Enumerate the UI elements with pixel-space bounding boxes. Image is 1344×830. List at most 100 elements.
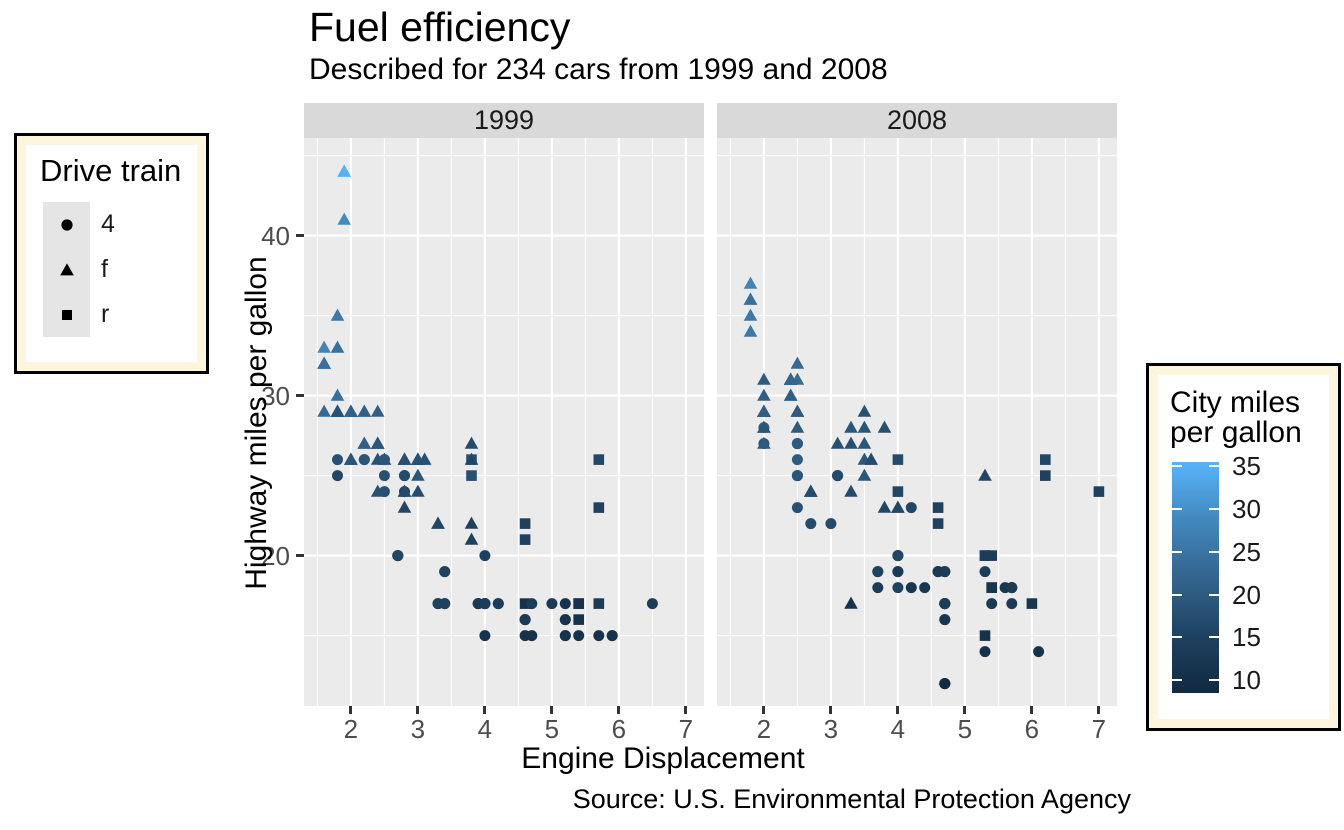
scatter-layer-1999 [304, 138, 704, 706]
data-point-triangle [317, 340, 331, 353]
data-point-square [979, 550, 991, 561]
data-point-triangle [877, 420, 892, 433]
data-point-circle [825, 518, 837, 530]
data-point-circle [872, 566, 884, 578]
x-axis-tick [349, 706, 353, 714]
data-point-circle [832, 470, 844, 482]
data-point-circle [979, 646, 991, 658]
y-axis-tick [296, 554, 304, 558]
data-point-square [932, 518, 944, 529]
data-point-square [932, 502, 944, 513]
data-point-circle [439, 566, 451, 578]
data-point-square [593, 454, 605, 465]
y-axis-title: Highway miles per gallon [240, 256, 273, 590]
colorbar-tick [1209, 508, 1219, 511]
data-point-triangle [337, 212, 352, 225]
legend-item-label: f [101, 255, 108, 283]
data-point-triangle [757, 436, 771, 449]
x-axis-tick-label: 5 [957, 714, 973, 744]
colorbar-tick [1209, 593, 1219, 596]
data-point-circle [439, 598, 451, 610]
data-point-triangle [411, 452, 425, 465]
data-point-circle [399, 470, 411, 482]
x-axis-tick [416, 706, 420, 714]
colorbar-tick [1172, 465, 1182, 468]
data-point-triangle [464, 436, 479, 449]
data-point-square [519, 518, 531, 529]
data-point-triangle [757, 388, 771, 401]
x-axis-tick [550, 706, 554, 714]
data-point-triangle [370, 436, 385, 449]
city-mpg-legend-title: City miles per gallon [1170, 388, 1302, 448]
data-point-triangle [891, 500, 905, 513]
data-point-triangle [411, 484, 425, 497]
colorbar-tick [1209, 550, 1219, 553]
data-point-circle [791, 470, 803, 482]
data-point-circle [646, 598, 658, 610]
data-point-triangle [844, 596, 858, 609]
data-point-circle [332, 454, 344, 466]
data-point-circle [939, 614, 951, 626]
data-point-circle [892, 582, 904, 594]
facet-strip-label: 2008 [886, 105, 948, 135]
data-point-triangle [330, 340, 345, 353]
data-point-circle [791, 438, 803, 450]
legend-item-label: r [101, 300, 110, 328]
data-point-circle [332, 470, 344, 482]
data-point-triangle [344, 452, 358, 465]
x-axis-tick [829, 706, 833, 714]
triangle-icon [43, 247, 90, 292]
plot-panel-1999 [304, 138, 704, 706]
x-axis-tick-label: 7 [678, 714, 694, 744]
data-point-triangle [337, 164, 352, 177]
data-point-circle [986, 598, 998, 610]
data-point-circle [932, 566, 944, 578]
data-point-triangle [370, 404, 385, 417]
x-axis-tick [684, 706, 688, 714]
data-point-circle [939, 598, 951, 610]
data-point-circle [1033, 646, 1045, 658]
data-point-triangle [743, 308, 758, 321]
data-point-triangle [411, 468, 425, 481]
data-point-triangle [357, 436, 372, 449]
data-point-circle [791, 454, 803, 466]
data-point-square [1040, 470, 1051, 481]
data-point-triangle [790, 356, 805, 369]
data-point-triangle [978, 468, 992, 481]
data-point-triangle [857, 436, 872, 449]
data-point-triangle [317, 356, 331, 369]
data-point-triangle [330, 308, 345, 321]
circle-icon [43, 202, 90, 247]
data-point-circle [892, 566, 904, 578]
city-mpg-legend-title-line1: City miles [1170, 386, 1301, 419]
facet-strip-2008: 2008 [717, 103, 1117, 138]
x-axis-tick [762, 706, 766, 714]
data-point-square [1040, 454, 1051, 465]
colorbar-tick [1209, 679, 1219, 682]
data-point-triangle [844, 420, 858, 433]
data-point-circle [593, 630, 605, 642]
data-point-circle [559, 598, 571, 610]
plot-caption: Source: U.S. Environmental Protection Ag… [572, 784, 1131, 814]
colorbar-tick [1209, 636, 1219, 639]
x-axis-tick-label: 4 [477, 714, 493, 744]
color-gradient-bar [1172, 462, 1219, 693]
data-point-circle [791, 502, 803, 514]
data-point-triangle [783, 388, 798, 401]
data-point-triangle [743, 292, 758, 305]
data-point-square [1026, 598, 1038, 609]
data-point-triangle [790, 404, 805, 417]
y-axis-tick-label: 30 [261, 380, 290, 411]
x-axis-title: Engine Displacement [521, 742, 805, 775]
colorbar-tick-label: 25 [1232, 536, 1261, 567]
scatter-layer-2008 [717, 138, 1117, 706]
data-point-circle [479, 550, 491, 562]
y-axis-tick [296, 394, 304, 398]
data-point-triangle [464, 516, 479, 529]
data-point-circle [559, 630, 571, 642]
x-axis-tick [617, 706, 621, 714]
colorbar-tick [1172, 550, 1182, 553]
colorbar-tick [1172, 593, 1182, 596]
x-axis-tick-label: 6 [611, 714, 627, 744]
x-axis-tick-label: 3 [410, 714, 426, 744]
